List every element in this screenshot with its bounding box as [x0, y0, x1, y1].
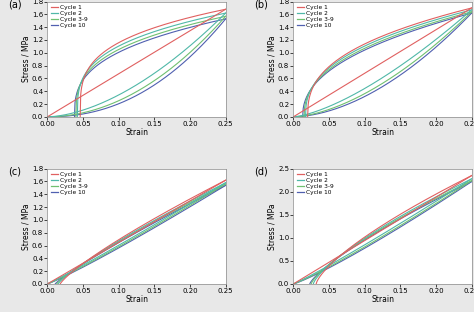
Legend: Cycle 1, Cycle 2, Cycle 3-9, Cycle 10: Cycle 1, Cycle 2, Cycle 3-9, Cycle 10: [48, 170, 91, 197]
X-axis label: Strain: Strain: [125, 128, 148, 137]
Legend: Cycle 1, Cycle 2, Cycle 3-9, Cycle 10: Cycle 1, Cycle 2, Cycle 3-9, Cycle 10: [294, 3, 336, 30]
X-axis label: Strain: Strain: [371, 295, 394, 305]
Y-axis label: Stress / MPa: Stress / MPa: [268, 36, 276, 82]
X-axis label: Strain: Strain: [371, 128, 394, 137]
Y-axis label: Stress / MPa: Stress / MPa: [268, 203, 276, 250]
Legend: Cycle 1, Cycle 2, Cycle 3-9, Cycle 10: Cycle 1, Cycle 2, Cycle 3-9, Cycle 10: [294, 170, 336, 197]
Text: (c): (c): [8, 166, 21, 176]
X-axis label: Strain: Strain: [125, 295, 148, 305]
Text: (b): (b): [254, 0, 268, 9]
Y-axis label: Stress / MPa: Stress / MPa: [22, 203, 31, 250]
Y-axis label: Stress / MPa: Stress / MPa: [22, 36, 31, 82]
Text: (a): (a): [8, 0, 22, 9]
Text: (d): (d): [254, 166, 268, 176]
Legend: Cycle 1, Cycle 2, Cycle 3-9, Cycle 10: Cycle 1, Cycle 2, Cycle 3-9, Cycle 10: [48, 3, 91, 30]
